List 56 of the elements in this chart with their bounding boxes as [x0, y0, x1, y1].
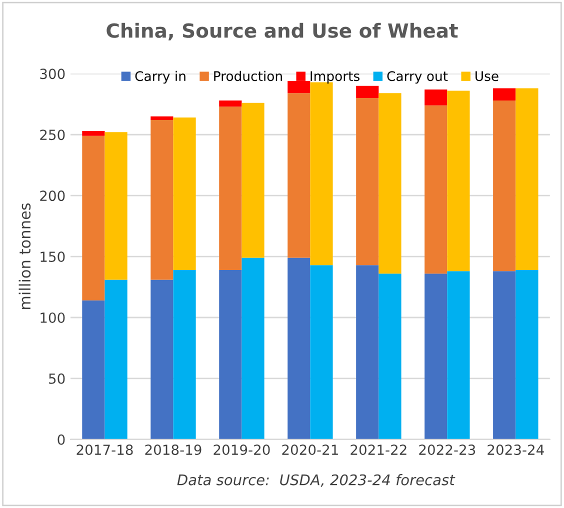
source-note: Data source: USDA, 2023-24 forecast	[177, 474, 456, 487]
bar	[424, 274, 448, 440]
x-tick-label: 2018-19	[145, 444, 202, 456]
x-tick-label: 2020-21	[282, 444, 338, 456]
legend-label: Imports	[310, 71, 360, 84]
chart-title: China, Source and Use of Wheat	[106, 22, 458, 40]
y-tick-label: 200	[40, 190, 65, 202]
bar	[82, 130, 105, 136]
y-tick-label: 300	[40, 68, 65, 80]
y-axis-title: million tonnes	[18, 203, 31, 310]
legend-label: Production	[214, 70, 282, 82]
bar	[310, 265, 333, 440]
y-tick-label: 150	[40, 252, 65, 262]
legend-label: Use	[476, 71, 498, 82]
bar	[104, 280, 128, 440]
x-tick-label: 2021-22	[350, 444, 406, 456]
bar	[493, 100, 516, 272]
bar	[82, 300, 105, 440]
x-tick-label: 2023-24	[488, 444, 544, 456]
bar	[219, 100, 242, 107]
bar	[219, 270, 242, 440]
bar	[173, 270, 196, 440]
bar	[219, 106, 242, 270]
bar	[424, 105, 448, 274]
bar	[288, 258, 310, 440]
bar	[104, 132, 128, 280]
bar	[516, 270, 538, 440]
y-tick-label: 250	[40, 130, 65, 140]
bar	[82, 136, 105, 300]
bar	[150, 120, 174, 280]
legend-label: Carry in	[135, 70, 186, 84]
bar	[516, 88, 538, 270]
bar	[242, 258, 264, 440]
bar	[447, 90, 470, 272]
bar	[447, 271, 470, 440]
bar	[378, 93, 402, 274]
bar	[493, 271, 516, 440]
x-tick-label: 2017-18	[76, 444, 133, 456]
bar	[356, 265, 379, 440]
bar	[378, 274, 402, 440]
x-tick-label: 2022-23	[419, 444, 476, 456]
bar	[150, 116, 174, 120]
bar	[242, 102, 264, 258]
x-tick-label: 2019-20	[214, 444, 270, 456]
legend-label: Carry out	[387, 71, 448, 84]
y-tick-label: 50	[49, 373, 65, 384]
y-tick-label: 100	[40, 312, 65, 323]
bar	[424, 90, 448, 106]
bar	[493, 88, 516, 100]
bar	[173, 118, 196, 270]
bar	[356, 98, 379, 266]
bar	[356, 86, 379, 98]
y-tick-label: 0	[58, 434, 65, 445]
bar	[150, 280, 174, 440]
bar	[288, 93, 310, 258]
bar	[310, 82, 333, 266]
